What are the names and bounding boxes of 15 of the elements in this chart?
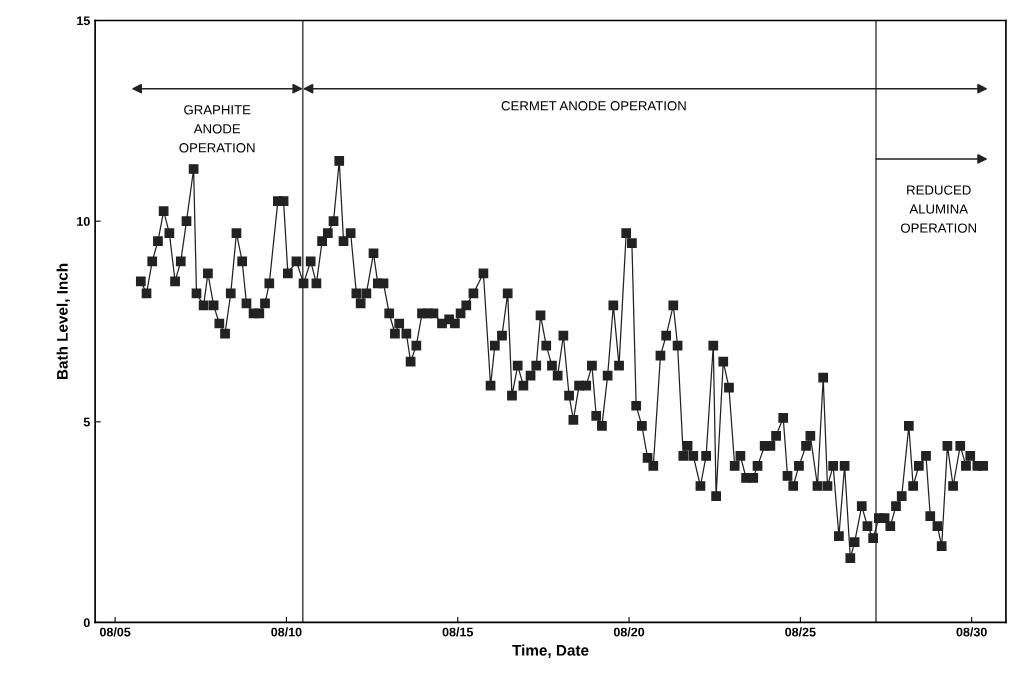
x-tick-label: 08/20	[613, 627, 645, 637]
annotation: GRAPHITE ANODE OPERATION	[179, 105, 255, 153]
x-tick-label: 08/25	[785, 627, 816, 637]
annotation: REDUCED ALUMINA OPERATION	[900, 185, 977, 233]
x-tick-label: 08/05	[99, 627, 131, 637]
x-tick-label: 08/15	[442, 627, 474, 637]
y-tick-label: 10	[77, 216, 90, 226]
x-tick-label: 08/30	[956, 627, 987, 637]
y-tick-label: 5	[83, 417, 90, 427]
annotation: CERMET ANODE OPERATION	[501, 101, 686, 111]
y-tick-label: 0	[83, 618, 90, 628]
x-axis-title: Time, Date	[512, 644, 589, 658]
y-axis-title: Bath Level, Inch	[56, 263, 70, 380]
y-tick-label: 15	[77, 16, 90, 26]
x-tick-label: 08/10	[271, 627, 302, 637]
